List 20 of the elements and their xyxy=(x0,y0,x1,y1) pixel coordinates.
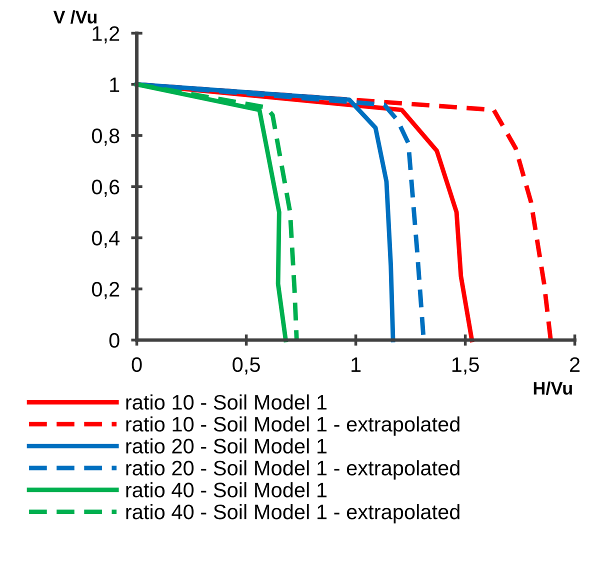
y-axis-title: V /Vu xyxy=(53,10,97,24)
x-axis-title: H/Vu xyxy=(534,381,572,395)
y-tick-label: 0 xyxy=(109,333,120,348)
legend-label: ratio 10 - Soil Model 1 - extrapolated xyxy=(126,416,460,436)
legend-label: ratio 20 - Soil Model 1 xyxy=(126,438,327,454)
y-tick-label: 0,4 xyxy=(92,230,120,248)
x-tick-label: 2 xyxy=(570,357,580,372)
x-tick-label: 1 xyxy=(352,357,361,372)
x-tick-label: 0,5 xyxy=(232,357,260,374)
y-tick-label: 1 xyxy=(110,78,120,92)
y-tick-label: 0,8 xyxy=(92,128,120,146)
x-tick-label: 0 xyxy=(132,357,142,372)
y-tick-label: 1,2 xyxy=(92,26,120,44)
y-tick-label: 0,6 xyxy=(92,180,120,197)
legend-label: ratio 10 - Soil Model 1 xyxy=(126,394,327,410)
legend-label: ratio 40 - Soil Model 1 - extrapolated xyxy=(126,504,460,524)
y-tick-label: 0,2 xyxy=(92,282,120,300)
legend-label: ratio 20 - Soil Model 1 - extrapolated xyxy=(126,460,460,480)
x-tick-label: 1,5 xyxy=(452,357,479,374)
legend-label: ratio 40 - Soil Model 1 xyxy=(126,482,327,498)
